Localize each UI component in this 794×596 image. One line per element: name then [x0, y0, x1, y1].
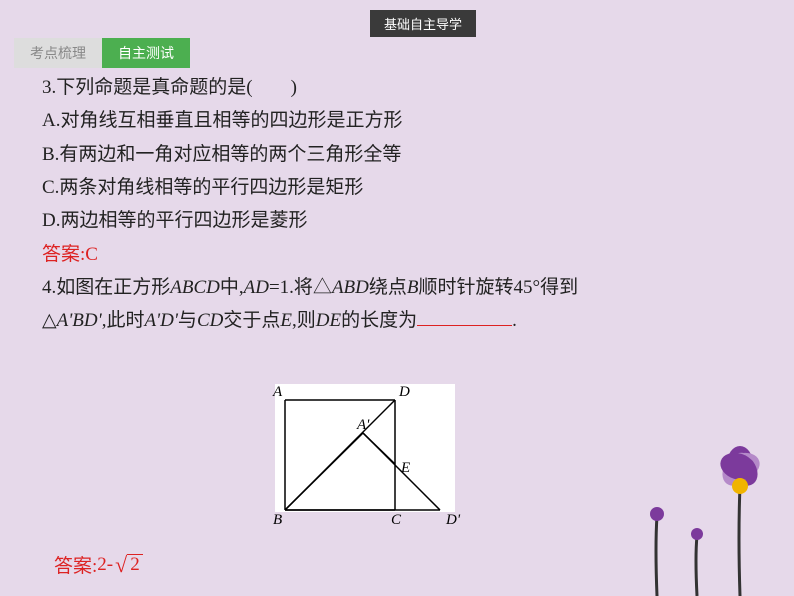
question-content: 3.下列命题是真命题的是( ) A.对角线互相垂直且相等的四边形是正方形 B.有… [42, 72, 764, 339]
svg-text:A: A [272, 384, 283, 400]
q3-option-b: B.有两边和一角对应相等的两个三角形全等 [42, 139, 764, 170]
svg-text:E: E [400, 460, 410, 476]
q4-answer: 答案: 2- √ 2 [54, 551, 143, 578]
sqrt-radicand: 2 [127, 554, 143, 576]
q4-ans-val: 2- [97, 554, 113, 576]
q4-blank [417, 306, 512, 327]
q3-ans-label: 答案: [42, 244, 85, 265]
t: DE [316, 310, 341, 331]
svg-text:A': A' [356, 417, 370, 433]
t: 的长度为 [341, 310, 417, 331]
t: ,则 [292, 310, 316, 331]
decoration [622, 446, 782, 596]
sqrt: √ 2 [115, 554, 143, 576]
svg-text:C: C [391, 512, 402, 528]
q3-answer: 答案:C [42, 239, 764, 270]
tabs: 考点梳理 自主测试 [14, 38, 190, 68]
q3-ans-value: C [85, 244, 98, 265]
tab-selftest[interactable]: 自主测试 [102, 38, 190, 68]
t: △ [42, 310, 57, 331]
svg-text:B: B [273, 512, 282, 528]
t: E [280, 310, 292, 331]
t: 交于点 [223, 310, 280, 331]
section-header: 基础自主导学 [370, 10, 476, 37]
t: A'D' [144, 310, 177, 331]
q4-ans-label: 答案: [54, 551, 97, 578]
tab-outline[interactable]: 考点梳理 [14, 38, 102, 68]
t: ABCD [170, 277, 220, 298]
q4-line1: 4.如图在正方形ABCD中,AD=1.将△ABD绕点B顺时针旋转45°得到 [42, 272, 764, 303]
sqrt-symbol: √ [115, 554, 127, 576]
t: 绕点 [369, 277, 407, 298]
q3-option-a: A.对角线互相垂直且相等的四边形是正方形 [42, 105, 764, 136]
t: =1.将△ [269, 277, 332, 298]
svg-text:D': D' [445, 512, 461, 528]
t: A'BD' [57, 310, 102, 331]
t: ,此时 [102, 310, 145, 331]
geometry-diagram: A D A' E B C D' [265, 380, 495, 545]
t: B [407, 277, 419, 298]
t: 4.如图在正方形 [42, 277, 170, 298]
t: ABD [332, 277, 369, 298]
t: . [512, 310, 517, 331]
t: 顺时针旋转45°得到 [419, 277, 579, 298]
q4-line2: △A'BD',此时A'D'与CD交于点E,则DE的长度为. [42, 305, 764, 336]
q3-option-c: C.两条对角线相等的平行四边形是矩形 [42, 172, 764, 203]
svg-text:D: D [398, 384, 410, 400]
q3-stem: 3.下列命题是真命题的是( ) [42, 72, 764, 103]
q3-option-d: D.两边相等的平行四边形是菱形 [42, 205, 764, 236]
diagram-svg: A D A' E B C D' [265, 380, 495, 540]
t: 与 [178, 310, 197, 331]
t: AD [244, 277, 269, 298]
t: CD [197, 310, 223, 331]
t: 中, [220, 277, 244, 298]
